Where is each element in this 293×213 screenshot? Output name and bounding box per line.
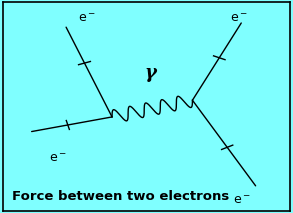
Text: γ: γ [145, 65, 157, 82]
Text: e$^-$: e$^-$ [49, 153, 67, 166]
Text: Force between two electrons: Force between two electrons [11, 190, 229, 203]
Text: e$^-$: e$^-$ [230, 12, 248, 25]
Text: e$^-$: e$^-$ [78, 12, 96, 25]
Text: e$^-$: e$^-$ [233, 194, 251, 207]
